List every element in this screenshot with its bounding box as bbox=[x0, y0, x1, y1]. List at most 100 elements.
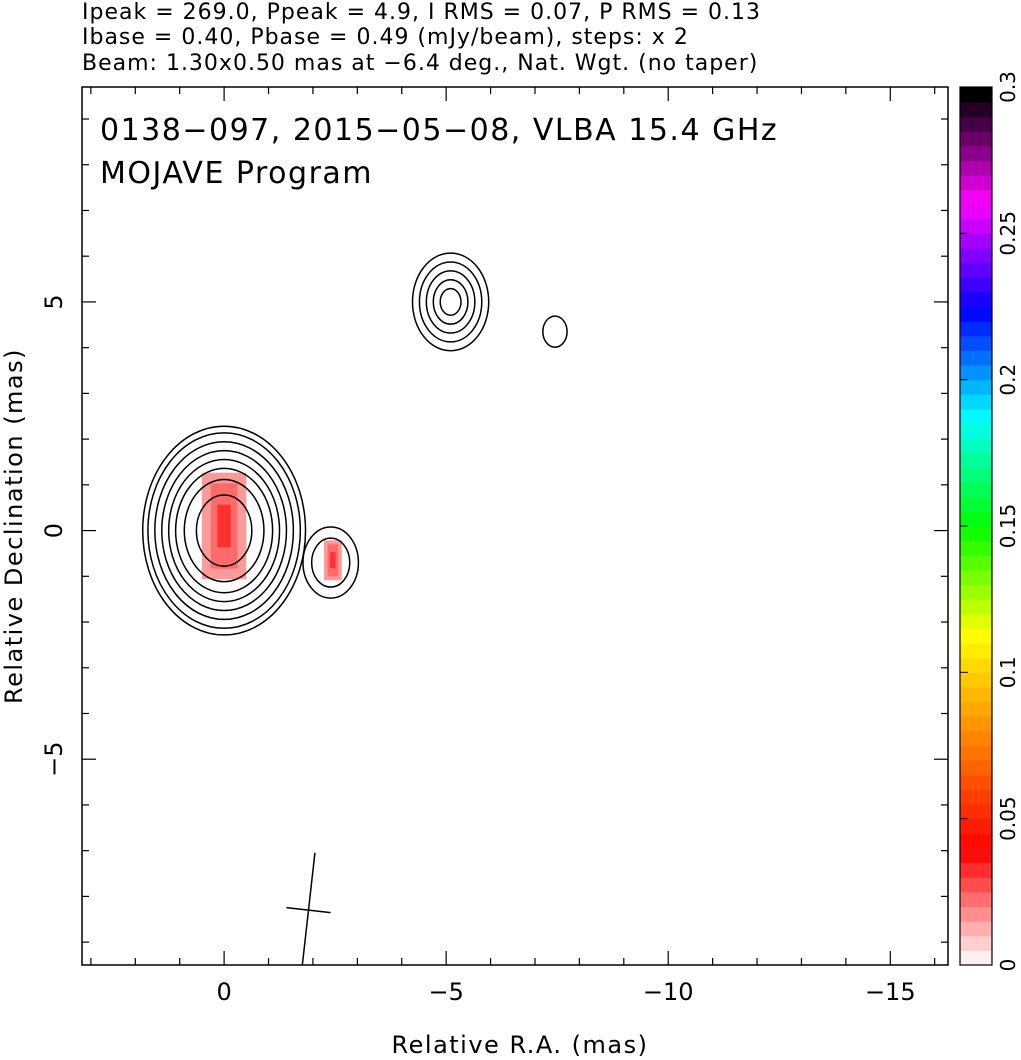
colorbar-band bbox=[960, 657, 992, 673]
colorbar-tick-label: 0 bbox=[996, 959, 1020, 972]
colorbar-band bbox=[960, 116, 992, 132]
colorbar-band bbox=[960, 101, 992, 117]
x-axis-label: Relative R.A. (mas) bbox=[392, 1031, 649, 1059]
colorbar-band bbox=[960, 452, 992, 469]
colorbar-band bbox=[960, 189, 992, 205]
colorbar-band bbox=[960, 408, 992, 425]
colorbar-band bbox=[960, 306, 992, 322]
colorbar-band bbox=[960, 730, 992, 747]
y-tick-label: −5 bbox=[40, 742, 68, 777]
contour-level bbox=[174, 467, 274, 594]
colorbar-band bbox=[960, 218, 992, 234]
colorbar-tick-label: 0.2 bbox=[996, 364, 1020, 396]
contour-level bbox=[302, 526, 360, 599]
colorbar: 0 0.05 0.1 0.15 0.2 0.25 0.3 bbox=[959, 71, 1020, 972]
colorbar-band bbox=[960, 701, 992, 717]
contour-level bbox=[141, 425, 307, 636]
contour-level bbox=[439, 287, 462, 317]
colorbar-band bbox=[960, 599, 992, 615]
colorbar-band bbox=[960, 204, 992, 220]
colorbar-band bbox=[960, 174, 992, 191]
x-tick-label: −5 bbox=[428, 978, 463, 1006]
x-tick-label: −15 bbox=[865, 978, 916, 1006]
colorbar-band bbox=[960, 365, 992, 381]
colorbar-band bbox=[960, 847, 992, 864]
colorbar-band bbox=[960, 160, 992, 176]
contour-level bbox=[418, 261, 483, 343]
colorbar-tick-label: 0.25 bbox=[996, 211, 1020, 256]
colorbar-band bbox=[960, 672, 992, 688]
colorbar-band bbox=[960, 569, 992, 586]
colorbar-tick-label: 0.15 bbox=[996, 504, 1020, 549]
chart-title: 0138−097, 2015−05−08, VLBA 15.4 GHz bbox=[100, 113, 778, 148]
contour-C1 bbox=[302, 526, 360, 599]
contour-level bbox=[161, 449, 288, 612]
colorbar-band bbox=[960, 438, 992, 454]
pol-patch-1 bbox=[324, 540, 342, 581]
colorbar-band bbox=[960, 277, 992, 293]
contour-level bbox=[195, 494, 253, 567]
contour-level bbox=[542, 315, 568, 348]
contour-level bbox=[167, 458, 281, 603]
colorbar-band bbox=[960, 335, 992, 351]
pol-patch-inner bbox=[217, 504, 231, 548]
colorbar-band bbox=[960, 247, 992, 264]
colorbar-band bbox=[960, 716, 992, 732]
pol-patch-0 bbox=[201, 472, 247, 580]
x-tick-label: −10 bbox=[643, 978, 694, 1006]
colorbar-band bbox=[960, 130, 992, 147]
axis-ticks: 0 −5 −10 −15 −5 0 5 bbox=[40, 87, 948, 1006]
colorbar-tick-label: 0.1 bbox=[996, 656, 1020, 688]
colorbar-band bbox=[960, 511, 992, 527]
colorbar-band bbox=[960, 891, 992, 908]
contour-core bbox=[141, 425, 307, 636]
colorbar-band bbox=[960, 862, 992, 878]
colorbar-band bbox=[960, 555, 992, 571]
plot-frame bbox=[81, 86, 949, 966]
colorbar-band bbox=[960, 262, 992, 278]
contour-level bbox=[183, 478, 265, 583]
colorbar-band bbox=[960, 745, 992, 761]
colorbar-band bbox=[960, 482, 992, 498]
colorbar-band bbox=[960, 686, 992, 703]
colorbar-band bbox=[960, 526, 992, 542]
colorbar-band bbox=[960, 760, 992, 776]
y-tick-label: 0 bbox=[40, 523, 68, 538]
colorbar-band bbox=[960, 833, 992, 849]
colorbar-band bbox=[960, 804, 992, 820]
colorbar-band bbox=[960, 540, 992, 556]
colorbar-band bbox=[960, 877, 992, 893]
colorbar-band bbox=[960, 921, 992, 937]
colorbar-tick-label: 0.05 bbox=[996, 796, 1020, 841]
contours-layer bbox=[141, 252, 568, 965]
colorbar-band bbox=[960, 643, 992, 659]
contour-C3 bbox=[542, 315, 568, 348]
colorbar-band bbox=[960, 774, 992, 790]
colorbar-band bbox=[960, 145, 992, 161]
colorbar-band bbox=[960, 394, 992, 410]
colorbar-band bbox=[960, 950, 992, 966]
colorbar-band bbox=[960, 935, 992, 951]
colorbar-band bbox=[960, 321, 992, 337]
contour-level bbox=[425, 270, 476, 334]
chart-subtitle: MOJAVE Program bbox=[100, 156, 373, 191]
colorbar-band bbox=[960, 906, 992, 922]
colorbar-band bbox=[960, 291, 992, 308]
contour-level bbox=[147, 432, 302, 630]
pol-patch-inner bbox=[330, 552, 336, 569]
header-line-1: Ipeak = 269.0, Ppeak = 4.9, I RMS = 0.07… bbox=[82, 0, 761, 25]
colorbar-band bbox=[960, 818, 992, 834]
colorbar-band bbox=[960, 584, 992, 600]
colorbar-band bbox=[960, 87, 992, 103]
contour-level bbox=[154, 441, 295, 621]
colorbar-band bbox=[960, 423, 992, 439]
header-line-2: Ibase = 0.40, Pbase = 0.49 (mJy/beam), s… bbox=[82, 25, 689, 50]
beam-minor-axis bbox=[286, 906, 331, 914]
header-line-3: Beam: 1.30x0.50 mas at −6.4 deg., Nat. W… bbox=[82, 51, 759, 76]
colorbar-tick-label: 0.3 bbox=[996, 71, 1020, 103]
colorbar-band bbox=[960, 628, 992, 644]
colorbar-band bbox=[960, 350, 992, 366]
x-tick-label: 0 bbox=[216, 978, 231, 1006]
colorbar-band bbox=[960, 613, 992, 630]
